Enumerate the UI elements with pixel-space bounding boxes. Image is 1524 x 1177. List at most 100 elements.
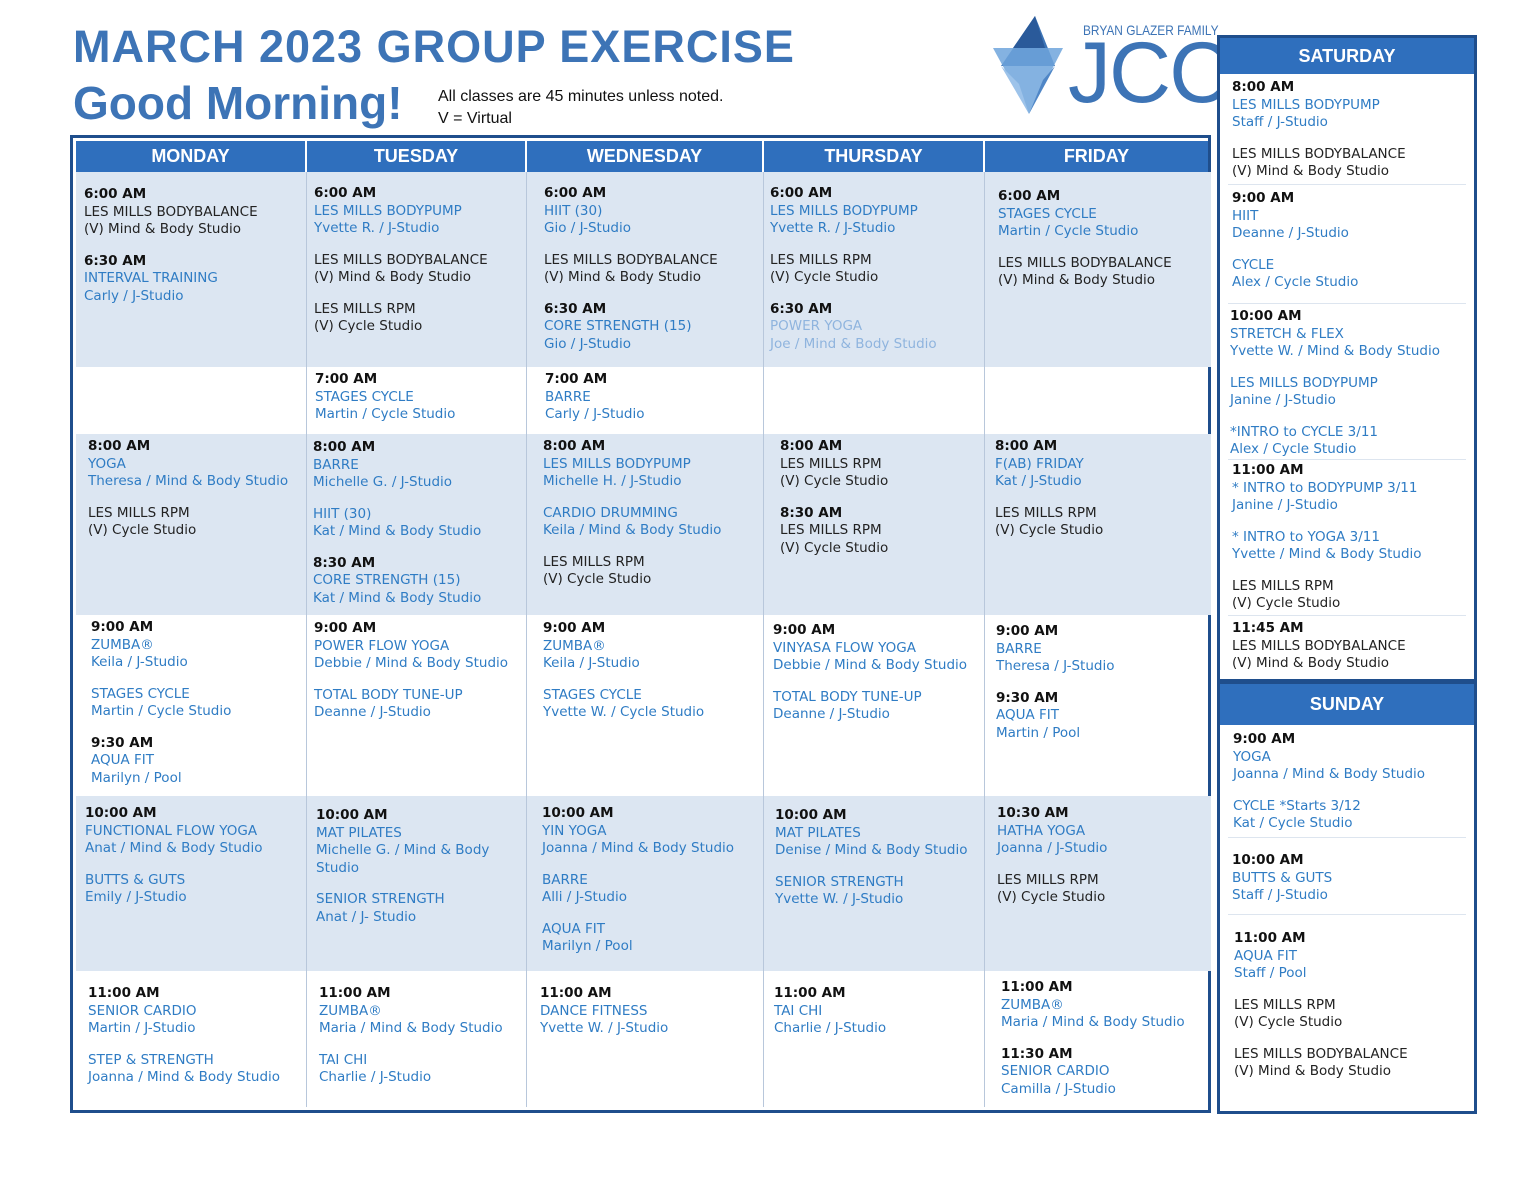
monday-11am-classes: 11:00 AM SENIOR CARDIO Martin / J-Studio…	[88, 985, 280, 1087]
class-instructor: Yvette W. / J-Studio	[775, 891, 904, 907]
class-instructor: Yvette R. / J-Studio	[314, 220, 440, 236]
class-time: 8:30 AM	[780, 504, 843, 521]
wednesday-8am-classes: 8:00 AM LES MILLS BODYPUMP Michelle H. /…	[543, 438, 721, 589]
class-instructor: Kat / Cycle Studio	[1233, 815, 1353, 831]
class-instructor: Studio	[316, 859, 359, 876]
class-time: 8:30 AM	[313, 554, 376, 571]
class-instructor: Joanna / J-Studio	[997, 840, 1108, 856]
thursday-early-classes: 6:00 AM LES MILLS BODYPUMP Yvette R. / J…	[770, 185, 937, 353]
class-instructor: Yvette W. / Cycle Studio	[543, 704, 705, 720]
class-time: 6:00 AM	[84, 186, 147, 202]
class-name: TAI CHI	[319, 1051, 368, 1068]
class-instructor: Yvette / Mind & Body Studio	[1232, 546, 1422, 562]
class-name: LES MILLS RPM	[780, 455, 882, 472]
class-name: STAGES CYCLE	[315, 388, 414, 405]
class-time: 10:00 AM	[775, 807, 847, 823]
class-location: (V) Mind & Body Studio	[998, 272, 1156, 288]
class-instructor: Martin / Pool	[996, 724, 1081, 741]
duration-note: All classes are 45 minutes unless noted.	[438, 88, 724, 105]
class-time: 9:30 AM	[91, 734, 154, 751]
class-instructor: Keila / Mind & Body Studio	[543, 522, 722, 538]
class-instructor: Camilla / J-Studio	[1001, 1080, 1116, 1097]
class-instructor: Alex / Cycle Studio	[1232, 274, 1359, 290]
class-location: (V) Mind & Body Studio	[84, 221, 242, 237]
class-instructor: Maria / Mind & Body Studio	[319, 1020, 503, 1036]
class-name: SENIOR STRENGTH	[316, 891, 445, 907]
class-instructor: Michelle G. / J-Studio	[313, 474, 453, 490]
class-instructor: Theresa / J-Studio	[996, 658, 1115, 674]
class-name: AQUA FIT	[996, 707, 1060, 723]
class-name: LES MILLS RPM	[1234, 996, 1336, 1013]
header-saturday: SATURDAY	[1220, 38, 1474, 74]
class-location: (V) Mind & Body Studio	[1232, 655, 1390, 671]
class-location: (V) Cycle Studio	[1234, 1014, 1343, 1030]
class-time: 9:00 AM	[773, 622, 836, 638]
monday-early-classes: 6:00 AM LES MILLS BODYBALANCE (V) Mind &…	[84, 186, 258, 305]
monday-9am-classes: 9:00 AM ZUMBA® Keila / J-Studio STAGES C…	[91, 619, 231, 787]
class-instructor: Alex / Cycle Studio	[1230, 441, 1357, 457]
class-location: (V) Cycle Studio	[314, 318, 423, 334]
sunday-10am-classes: 10:00 AM BUTTS & GUTS Staff / J-Studio	[1232, 852, 1332, 905]
class-instructor: Janine / J-Studio	[1232, 497, 1338, 513]
monday-8am-classes: 8:00 AM YOGA Theresa / Mind & Body Studi…	[88, 438, 288, 540]
class-instructor: Yvette R. / J-Studio	[770, 220, 896, 236]
column-divider	[526, 172, 527, 1107]
class-name: SENIOR CARDIO	[1001, 1063, 1110, 1079]
class-instructor: Kat / Mind & Body Studio	[313, 523, 482, 539]
class-name: LES MILLS BODYPUMP	[1230, 374, 1378, 391]
class-name: SENIOR STRENGTH	[775, 873, 904, 890]
class-instructor: Emily / J-Studio	[85, 889, 187, 905]
wednesday-10am-classes: 10:00 AM YIN YOGA Joanna / Mind & Body S…	[542, 805, 734, 956]
class-instructor: Staff / Pool	[1234, 965, 1307, 981]
class-time: 10:00 AM	[1230, 308, 1302, 324]
class-name: TAI CHI	[774, 1002, 823, 1019]
saturday-8am-classes: 8:00 AM LES MILLS BODYPUMP Staff / J-Stu…	[1232, 79, 1406, 181]
class-instructor: Joanna / Mind & Body Studio	[1233, 766, 1426, 782]
class-instructor: Michelle G. / Mind & Body	[316, 842, 490, 858]
class-time: 9:00 AM	[91, 619, 154, 635]
class-location: (V) Cycle Studio	[997, 889, 1106, 905]
class-time: 6:00 AM	[544, 185, 607, 201]
class-time: 11:00 AM	[1232, 462, 1304, 478]
class-location: (V) Cycle Studio	[543, 571, 652, 587]
class-name: STAGES CYCLE	[91, 685, 190, 702]
class-instructor: Denise / Mind & Body Studio	[775, 842, 968, 858]
class-instructor: Joanna / Mind & Body Studio	[88, 1069, 281, 1085]
class-location: (V) Cycle Studio	[995, 522, 1104, 538]
class-instructor: Kat / J-Studio	[995, 473, 1082, 489]
column-divider	[763, 172, 764, 1107]
class-instructor: Deanne / J-Studio	[314, 704, 431, 720]
class-time: 9:30 AM	[996, 689, 1059, 706]
class-time: 10:00 AM	[316, 807, 388, 823]
class-name: LES MILLS BODYBALANCE	[84, 203, 258, 220]
wednesday-9am-classes: 9:00 AM ZUMBA® Keila / J-Studio STAGES C…	[543, 620, 704, 722]
class-time: 7:00 AM	[315, 371, 378, 387]
class-name: LES MILLS RPM	[1232, 577, 1334, 594]
class-instructor: Yvette W. / J-Studio	[540, 1020, 669, 1036]
monday-10am-classes: 10:00 AM FUNCTIONAL FLOW YOGA Anat / Min…	[85, 805, 263, 907]
class-name: STRETCH & FLEX	[1230, 325, 1344, 342]
class-name: AQUA FIT	[91, 752, 155, 768]
class-name: TOTAL BODY TUNE-UP	[314, 686, 463, 703]
class-time: 11:30 AM	[1001, 1045, 1073, 1062]
divider	[1228, 837, 1466, 838]
class-name: BARRE	[996, 640, 1042, 657]
class-instructor: Maria / Mind & Body Studio	[1001, 1014, 1185, 1030]
class-name: HIIT (30)	[313, 505, 372, 522]
class-instructor: Carly / J-Studio	[545, 406, 645, 422]
class-instructor: Debbie / Mind & Body Studio	[314, 655, 509, 671]
class-name: ZUMBA®	[543, 637, 606, 654]
class-name: FUNCTIONAL FLOW YOGA	[85, 822, 258, 839]
thursday-10am-classes: 10:00 AM MAT PILATES Denise / Mind & Bod…	[775, 807, 967, 909]
class-time: 10:30 AM	[997, 805, 1069, 821]
column-divider	[306, 172, 307, 1107]
class-location: (V) Cycle Studio	[1232, 595, 1341, 611]
row-band	[76, 434, 1211, 615]
class-name: CORE STRENGTH (15)	[544, 318, 692, 334]
class-name: * INTRO to YOGA 3/11	[1232, 528, 1380, 545]
divider	[1228, 615, 1466, 616]
class-name: LES MILLS RPM	[314, 300, 416, 317]
friday-10am-classes: 10:30 AM HATHA YOGA Joanna / J-Studio LE…	[997, 805, 1107, 907]
class-location: (V) Mind & Body Studio	[314, 269, 472, 285]
divider	[1228, 914, 1466, 915]
